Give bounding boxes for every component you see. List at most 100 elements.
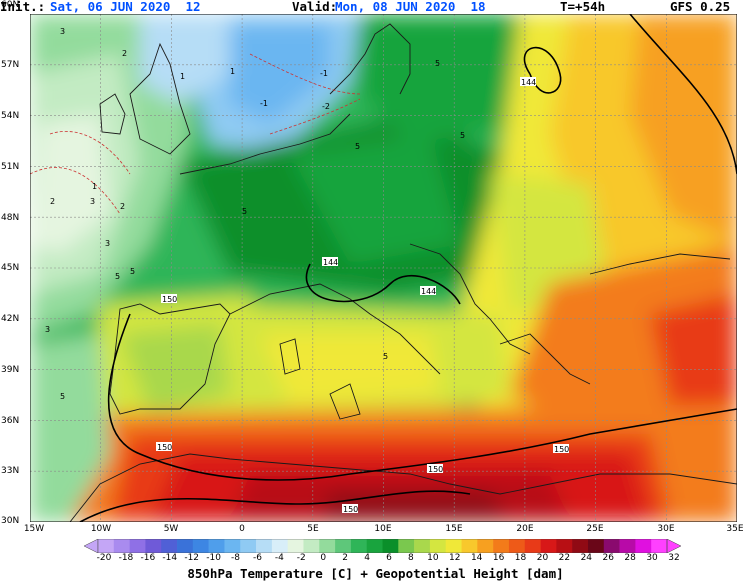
valid-label: Valid: (292, 0, 338, 14)
height-label: 150 (554, 445, 569, 454)
temp-label: 2 (122, 49, 127, 58)
colorbar-swatch (587, 539, 605, 553)
temp-label: 3 (60, 27, 65, 36)
temperature-contours (30, 53, 361, 215)
colorbar-swatch (240, 539, 257, 553)
colorbar-tick-label: -14 (162, 553, 178, 563)
colorbar-tick-label: -18 (118, 553, 134, 563)
geopotential-contours (79, 14, 737, 522)
lat-label: 42N (1, 314, 20, 324)
init-datetime: Sat, 06 JUN 2020 12 (50, 0, 201, 14)
height-label: 150 (428, 465, 443, 474)
height-label: 144 (323, 258, 338, 267)
colorbar-swatch (287, 539, 304, 553)
height-labels: 144 144 144 150 150 150 150 150 (156, 77, 569, 514)
valid-datetime: Mon, 08 JUN 2020 18 (335, 0, 486, 14)
colorbar-swatch (635, 539, 652, 553)
lon-label: 5E (307, 524, 319, 534)
colorbar-swatch (350, 539, 367, 553)
colorbar-swatch (603, 539, 620, 553)
init-label: Init.: (0, 0, 46, 14)
colorbar-swatch (572, 539, 589, 553)
lon-label: 15E (445, 524, 463, 534)
lat-label: 39N (1, 365, 20, 375)
colorbar-swatch (461, 539, 478, 553)
colorbar-swatch (319, 539, 336, 553)
colorbar-tick-label: 8 (408, 553, 414, 563)
colorbar-tick-label: 26 (602, 553, 614, 563)
lon-label: 15W (23, 524, 45, 534)
colorbar-tick-label: 6 (386, 553, 392, 563)
colorbar-swatch (651, 539, 668, 553)
temp-label: -1 (320, 69, 328, 78)
temperature-map: 144 144 144 150 150 150 150 150 3 2 1 -1… (30, 14, 737, 522)
colorbar-tick-label: 18 (514, 553, 527, 563)
temp-label: 5 (460, 131, 465, 140)
colorbar-tick-label: -12 (184, 553, 200, 563)
colorbar-swatch (208, 539, 225, 553)
lat-lon-grid (30, 14, 737, 522)
lon-label: 20E (516, 524, 534, 534)
lon-label: 10W (90, 524, 112, 534)
lat-label: 36N (1, 416, 20, 426)
colorbar-swatch (414, 539, 431, 553)
colorbar-swatch (445, 539, 462, 553)
height-label: 150 (157, 443, 172, 452)
lat-label: 45N (1, 263, 20, 273)
temp-label: 3 (45, 325, 50, 334)
colorbar-tick-label: -20 (96, 553, 112, 563)
temp-label: -1 (260, 99, 268, 108)
colorbar-swatch (177, 539, 194, 553)
height-label: 150 (162, 295, 177, 304)
lon-label: 10E (374, 524, 392, 534)
colorbar-swatch (429, 539, 447, 553)
model-name: GFS 0.25 (670, 0, 731, 14)
temp-label: 5 (115, 272, 120, 281)
colorbar-swatch (382, 539, 399, 553)
lead-time: T=+54h (560, 0, 606, 14)
lat-label: 48N (1, 213, 20, 223)
colorbar-tick-label: 32 (668, 553, 680, 563)
colorbar-tick-label: -2 (296, 553, 306, 563)
temp-label: 5 (60, 392, 65, 401)
lat-label: 54N (1, 111, 20, 121)
colorbar-tick-label: 28 (624, 553, 636, 563)
colorbar-swatch (524, 539, 541, 553)
colorbar-tick-label: 22 (558, 553, 571, 563)
colorbar-swatch (145, 539, 162, 553)
temp-label: 1 (180, 72, 185, 81)
temp-label: 1 (230, 67, 235, 76)
lon-label: 25E (586, 524, 604, 534)
temp-label: 5 (383, 352, 388, 361)
colorbar-swatch (556, 539, 573, 553)
colorbar-tick-label: -10 (206, 553, 221, 563)
colorbar-max-arrow (666, 539, 681, 553)
colorbar-swatch (271, 539, 288, 553)
colorbar-swatch (224, 539, 241, 553)
temp-label: 5 (130, 267, 135, 276)
lat-label: 57N (1, 60, 20, 70)
colorbar-tick-label: 30 (646, 553, 658, 563)
lat-label: 51N (1, 162, 20, 172)
temp-label: 2 (50, 197, 55, 206)
colorbar-swatch (303, 539, 320, 553)
colorbar-swatch (129, 539, 146, 553)
colorbar-tick-label: 0 (320, 553, 327, 563)
colorbar-min-arrow (84, 539, 99, 553)
lat-label: 33N (1, 466, 20, 476)
colorbar-swatch (508, 539, 526, 553)
lon-label: 35E (726, 524, 744, 534)
colorbar-swatch (192, 539, 209, 553)
colorbar-swatch (335, 539, 352, 553)
temperature-labels: 3 2 1 -1 -1 -2 1 2 3 5 5 5 5 5 5 5 5 3 3… (45, 27, 465, 401)
colorbar-tick-label: 12 (449, 553, 461, 563)
colorbar-tick-label: -16 (140, 553, 156, 563)
height-label: 150 (343, 505, 358, 514)
header-bar: Init.: Sat, 06 JUN 2020 12 Valid: Mon, 0… (0, 0, 751, 14)
colorbar-tick-label: 4 (364, 553, 370, 563)
colorbar-swatch (398, 539, 415, 553)
lat-label: 60N (1, 0, 20, 10)
temp-label: 2 (120, 202, 125, 211)
temp-label: 3 (90, 197, 95, 206)
temp-label: 5 (435, 59, 440, 68)
